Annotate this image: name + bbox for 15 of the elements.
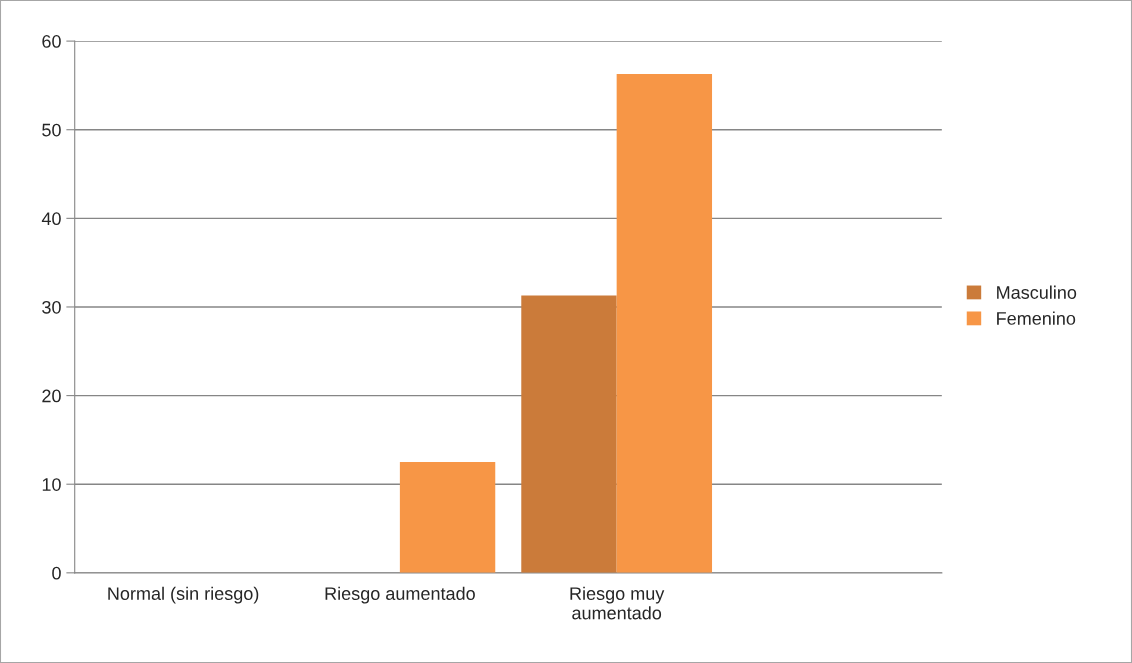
bar [616,73,713,573]
bar [399,462,496,573]
y-tick-label: 30 [42,300,61,314]
legend-label: Femenino [997,311,1076,325]
y-tick-label: 60 [42,35,61,48]
x-tick-label: Riesgo muy aumentado [570,586,665,620]
bar [521,295,617,573]
y-tick-label: 10 [42,478,61,491]
y-tick-label: 50 [42,123,61,137]
x-tick-label: Normal (sin riesgo) [108,586,259,604]
legend-label: Masculino [997,285,1077,299]
x-tick-label: Riesgo aumentado [325,586,475,604]
y-tick-label: 0 [52,566,61,580]
y-tick-label: 20 [42,389,61,403]
y-tick-label: 40 [41,212,61,226]
